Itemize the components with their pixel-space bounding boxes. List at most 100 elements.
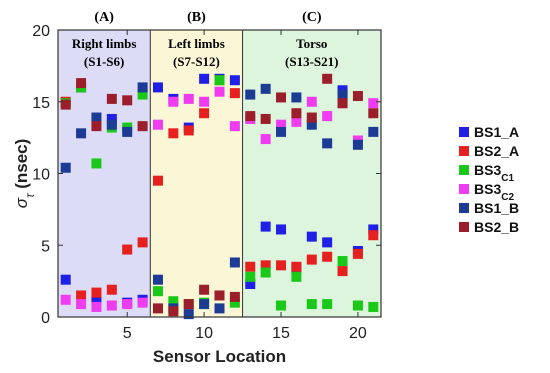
point-BS2_A: [91, 287, 102, 298]
point-BS3C2: [152, 119, 163, 130]
point-BS1_B: [337, 89, 348, 100]
point-BS1_A: [229, 75, 240, 86]
region-A-range: (S1-S6): [84, 54, 124, 69]
point-BS2_B: [168, 306, 179, 317]
point-BS3C1: [306, 299, 317, 310]
point-BS1_B: [106, 119, 117, 130]
point-BS3C2: [91, 301, 102, 312]
point-BS3C2: [137, 297, 148, 308]
x-tick-label: 20: [349, 325, 367, 342]
point-BS1_B: [291, 92, 302, 103]
y-tick-label: 10: [32, 167, 50, 184]
point-BS2_B: [276, 92, 287, 103]
point-BS3C2: [183, 93, 194, 104]
point-BS2_B: [214, 290, 225, 301]
point-BS3C1: [214, 75, 225, 86]
point-BS1_A: [91, 294, 102, 305]
point-BS2_A: [168, 128, 179, 139]
point-BS3C1: [322, 299, 333, 310]
point-BS3C2: [368, 98, 379, 109]
point-BS1_A: [152, 82, 163, 93]
point-BS1_B: [322, 138, 333, 149]
region-C-range: (S13-S21): [285, 54, 338, 69]
point-BS2_B: [91, 121, 102, 132]
point-BS3C2: [306, 96, 317, 107]
point-BS2_B: [60, 99, 71, 110]
point-BS2_B: [322, 73, 333, 84]
point-BS2_A: [368, 230, 379, 241]
plot-area: (A) Right limbs (S1-S6) (B) Left limbs (S7-S1…: [58, 10, 381, 320]
point-BS2_B: [291, 108, 302, 119]
point-BS1_B: [122, 126, 133, 137]
point-BS2_B: [337, 98, 348, 109]
legend-marker-BS2_A: [459, 146, 469, 156]
point-BS1_B: [199, 299, 210, 310]
y-axis-label: στ (nsec): [12, 139, 37, 209]
point-BS3C2: [214, 86, 225, 97]
point-BS2_B: [122, 95, 133, 106]
point-BS2_A: [291, 261, 302, 272]
point-BS3C1: [152, 286, 163, 297]
region-B-background: [150, 30, 243, 317]
point-BS1_A: [260, 221, 271, 232]
point-BS2_B: [137, 121, 148, 132]
point-BS3C1: [168, 296, 179, 307]
region-A-background: [58, 30, 151, 317]
point-BS1_B: [276, 126, 287, 137]
point-BS1_B: [60, 162, 71, 173]
x-axis-label: Sensor Location: [153, 347, 286, 366]
axes: 0 5 10 15 20 5 10 15 20 Sensor Location στ (nsec): [12, 23, 382, 366]
point-BS2_A: [306, 254, 317, 265]
point-BS2_A: [152, 175, 163, 186]
y-tick-label: 20: [32, 23, 50, 40]
legend-label-BS1_B: BS1_B: [474, 200, 519, 216]
point-BS1_A: [276, 224, 287, 235]
point-BS3C1: [368, 301, 379, 312]
legend-label-BS3C1: BS3C1: [474, 162, 514, 184]
point-BS3C2: [229, 121, 240, 132]
point-BS1_A: [306, 231, 317, 242]
legend-label-BS2_B: BS2_B: [474, 219, 519, 235]
point-BS1_A: [368, 224, 379, 235]
point-BS1_B: [260, 83, 271, 94]
y-tick-label: 15: [32, 95, 50, 112]
point-BS1_B: [183, 309, 194, 320]
region-B-name: Left limbs: [168, 36, 225, 51]
x-tick-label: 5: [123, 325, 132, 342]
point-BS2_B: [152, 303, 163, 314]
y-tick-label: 5: [41, 238, 50, 255]
point-BS2_A: [322, 251, 333, 262]
region-C-name: Torso: [296, 36, 327, 51]
point-BS2_A: [229, 88, 240, 99]
point-BS3C1: [291, 271, 302, 282]
point-BS3C1: [245, 271, 256, 282]
point-BS2_B: [199, 284, 210, 295]
point-BS3C1: [260, 267, 271, 278]
region-C-letter: (C): [302, 10, 322, 25]
point-BS2_B: [306, 112, 317, 123]
point-BS1_A: [106, 113, 117, 124]
region-B-letter: (B): [187, 10, 206, 25]
point-BS2_B: [76, 78, 87, 89]
point-BS2_B: [183, 299, 194, 310]
point-BS1_B: [229, 257, 240, 268]
x-tick-label: 15: [272, 325, 290, 342]
point-BS1_B: [245, 89, 256, 100]
point-BS3C2: [106, 300, 117, 311]
legend-label-BS3C2: BS3C2: [474, 181, 514, 203]
point-BS3C2: [276, 119, 287, 130]
point-BS2_A: [199, 108, 210, 119]
point-BS3C2: [76, 299, 87, 310]
point-BS2_A: [122, 244, 133, 255]
point-BS2_A: [352, 248, 363, 259]
point-BS3C1: [276, 300, 287, 311]
point-BS1_A: [245, 278, 256, 289]
point-BS1_B: [76, 128, 87, 139]
legend-marker-BS1_A: [459, 127, 469, 137]
point-BS2_B: [260, 113, 271, 124]
point-BS3C1: [91, 158, 102, 169]
point-BS1_B: [352, 139, 363, 150]
point-BS3C2: [291, 116, 302, 127]
